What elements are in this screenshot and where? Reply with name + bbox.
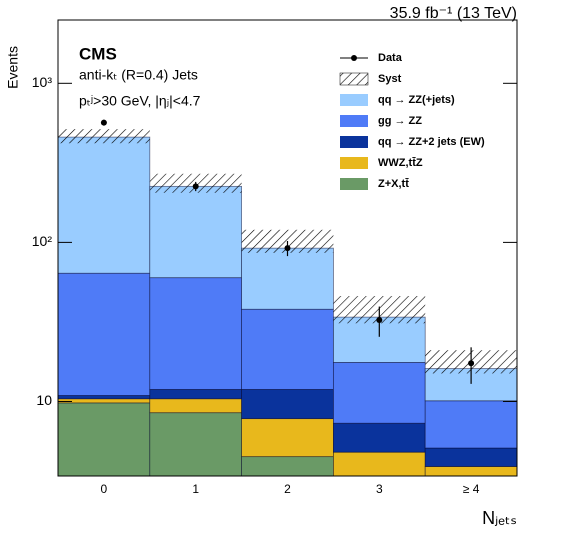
data-point xyxy=(284,245,291,252)
bar-segment xyxy=(332,362,426,424)
annotation: anti-kₜ (R=0.4) Jets xyxy=(79,67,198,83)
legend-label: Z+X,tt̄ xyxy=(378,178,409,190)
legend-key xyxy=(351,55,357,61)
legend-label: gg → ZZ xyxy=(378,115,422,127)
bar-segment xyxy=(149,277,243,390)
y-tick-label: 10² xyxy=(32,233,53,249)
bar-segment xyxy=(241,456,334,476)
syst-band xyxy=(58,129,150,144)
x-tick-label: 1 xyxy=(192,482,199,496)
annotation: pₜʲ>30 GeV, |ηⱼ|<4.7 xyxy=(79,93,201,109)
bar-segment xyxy=(424,447,517,467)
bar-segment xyxy=(58,402,151,476)
legend-key xyxy=(340,157,368,169)
bar-segment xyxy=(58,395,151,400)
data-point xyxy=(468,360,475,367)
x-axis-label: Nⱼₑₜₛ xyxy=(482,508,517,528)
bar-segment xyxy=(241,247,334,310)
legend-label: Syst xyxy=(378,73,402,85)
bar-segment xyxy=(58,398,151,404)
legend-label: WWZ,tt̄Z xyxy=(378,157,423,169)
legend-label: Data xyxy=(378,52,403,64)
data-point xyxy=(376,317,383,324)
x-tick-label: ≥ 4 xyxy=(463,482,480,496)
data-point xyxy=(192,183,199,190)
bar-segment xyxy=(332,422,426,453)
bar-segment xyxy=(241,308,334,390)
y-tick-label: 10³ xyxy=(32,74,53,90)
x-tick-label: 3 xyxy=(376,482,383,496)
chart-title: 35.9 fb⁻¹ (13 TeV) xyxy=(390,5,517,22)
bar-segment xyxy=(149,389,243,400)
bar-segment xyxy=(58,136,151,274)
x-tick-label: 0 xyxy=(101,482,108,496)
data-point xyxy=(100,119,107,126)
legend-key xyxy=(339,72,369,86)
bar-segment xyxy=(149,398,243,414)
legend-label: qq → ZZ+2 jets (EW) xyxy=(378,136,485,148)
bar-segment xyxy=(241,389,334,420)
legend: Data Syst qq → ZZ(+jets) gg → ZZ qq → ZZ+2 j… xyxy=(339,52,485,190)
plot-area xyxy=(58,119,517,476)
legend-label: qq → ZZ(+jets) xyxy=(378,94,455,106)
annotation: CMS xyxy=(79,44,117,63)
legend-key xyxy=(340,94,368,106)
bar-segment xyxy=(58,272,151,396)
legend-key xyxy=(340,136,368,148)
frame xyxy=(57,19,518,477)
bar-segment xyxy=(424,400,517,449)
bar-segment xyxy=(241,418,334,458)
bar-segment xyxy=(149,185,243,279)
y-axis-label: Events xyxy=(5,46,21,89)
legend-key xyxy=(340,178,368,190)
y-tick-label: 10 xyxy=(36,392,52,408)
legend-key xyxy=(340,115,368,127)
bar-segment xyxy=(149,412,243,476)
x-tick-label: 2 xyxy=(284,482,291,496)
